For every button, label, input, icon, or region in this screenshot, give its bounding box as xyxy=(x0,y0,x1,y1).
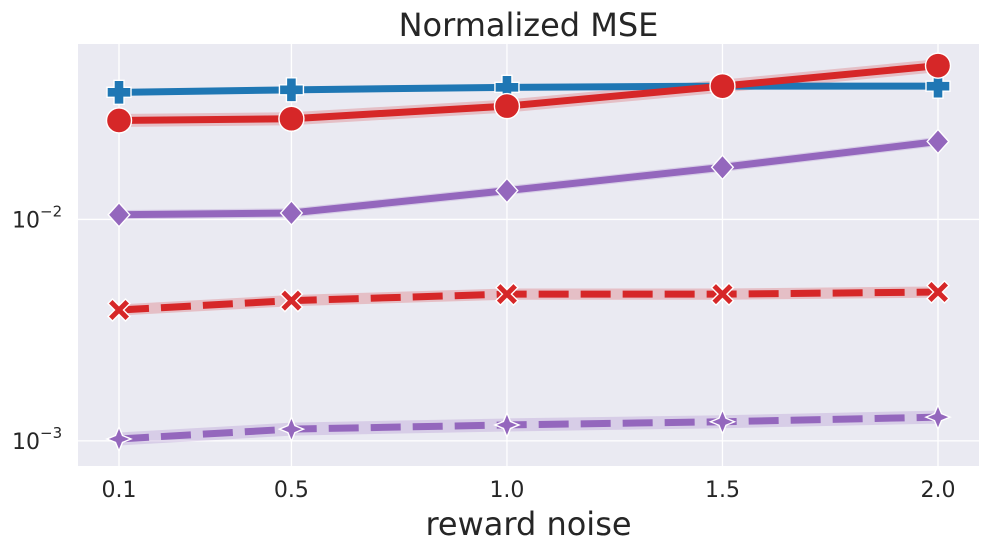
x-tick-label: 0.1 xyxy=(102,478,137,503)
data-point-marker xyxy=(925,73,951,99)
data-point-marker xyxy=(708,407,737,436)
chart-title: Normalized MSE xyxy=(399,6,659,44)
series-markers xyxy=(105,52,952,453)
data-point-marker xyxy=(493,92,521,120)
data-point-marker xyxy=(494,282,519,307)
data-point-marker xyxy=(709,72,736,100)
data-point-marker xyxy=(106,79,132,106)
x-tick-label: 2.0 xyxy=(921,478,956,503)
y-tick-labels: 10−2 10−3 xyxy=(12,202,62,454)
data-point-marker xyxy=(926,280,950,305)
data-point-marker xyxy=(105,425,133,453)
data-point-marker xyxy=(710,282,735,307)
x-tick-label: 1.0 xyxy=(489,478,524,503)
data-point-marker xyxy=(278,77,305,103)
data-point-marker xyxy=(277,415,306,443)
x-tick-labels: 0.1 0.5 1.0 1.5 2.0 xyxy=(102,478,956,503)
data-point-marker xyxy=(924,403,952,431)
x-axis-label: reward noise xyxy=(425,505,631,543)
data-point-marker xyxy=(278,105,305,132)
data-point-marker xyxy=(495,177,519,204)
data-point-marker xyxy=(105,107,133,134)
plot-background xyxy=(78,44,979,466)
data-point-marker xyxy=(710,154,735,181)
data-point-marker xyxy=(926,128,950,155)
data-point-marker xyxy=(107,201,131,228)
data-point-marker xyxy=(493,411,521,439)
y-tick-label: 10−2 xyxy=(12,202,62,233)
x-tick-label: 1.5 xyxy=(705,478,740,503)
x-tick-label: 0.5 xyxy=(274,478,309,503)
data-point-marker xyxy=(107,298,131,322)
y-tick-label: 10−3 xyxy=(12,424,62,455)
data-point-marker xyxy=(279,199,304,226)
data-point-marker xyxy=(279,288,304,313)
data-point-marker xyxy=(924,52,952,79)
